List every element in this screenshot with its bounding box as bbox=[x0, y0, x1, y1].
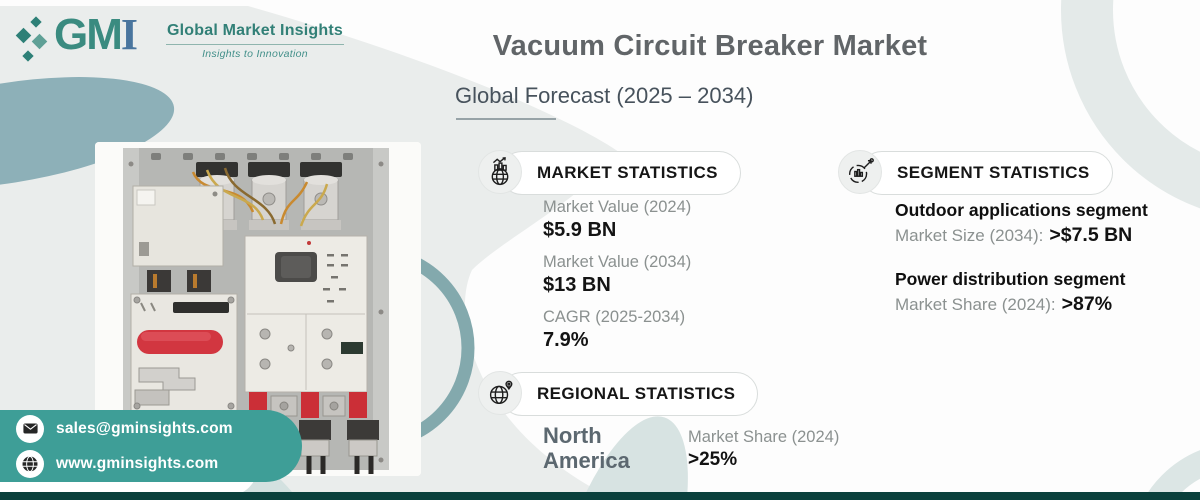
gmi-acronym-gm: GM bbox=[54, 10, 123, 59]
stat-label: Market Value (2024) bbox=[543, 198, 692, 216]
segment-title: Outdoor applications segment bbox=[895, 200, 1148, 220]
market-statistics-heading: MARKET STATISTICS bbox=[500, 151, 741, 195]
segment-label: Market Size (2034): bbox=[895, 226, 1044, 245]
globe-trend-chart-icon bbox=[478, 150, 522, 194]
segment-statistics-heading: SEGMENT STATISTICS bbox=[860, 151, 1113, 195]
company-tagline: Insights to Innovation bbox=[202, 48, 308, 60]
contact-email-text: sales@gminsights.com bbox=[56, 419, 233, 437]
stat-value: 7.9% bbox=[543, 329, 589, 351]
segment-label: Market Share (2024): bbox=[895, 295, 1056, 314]
gmi-acronym: GMI bbox=[54, 4, 138, 66]
regional-share-value: >25% bbox=[688, 449, 738, 470]
segment-title: Power distribution segment bbox=[895, 269, 1126, 289]
footer-bar bbox=[0, 492, 1200, 500]
globe-location-pin-icon bbox=[478, 371, 522, 415]
web-globe-icon bbox=[16, 449, 44, 478]
segment-value: >$7.5 BN bbox=[1049, 224, 1133, 246]
gmi-acronym-i: I bbox=[120, 10, 138, 59]
page-subtitle: Global Forecast (2025 – 2034) bbox=[455, 83, 754, 108]
stat-label: Market Value (2034) bbox=[543, 253, 692, 271]
regional-statistics-header: REGIONAL STATISTICS bbox=[478, 371, 759, 416]
segment-value: >87% bbox=[1061, 293, 1113, 315]
segment-statistics-list: Outdoor applications segment Market Size… bbox=[895, 198, 1195, 336]
contact-website[interactable]: www.gminsights.com bbox=[16, 449, 302, 478]
page-title: Vacuum Circuit Breaker Market bbox=[492, 30, 928, 62]
gmi-logo-diamonds-icon bbox=[15, 16, 48, 62]
regional-share-label: Market Share (2024) bbox=[688, 428, 840, 446]
stat-value: $13 BN bbox=[543, 274, 611, 296]
contact-email[interactable]: sales@gminsights.com bbox=[16, 414, 302, 443]
stat-label: CAGR (2025-2034) bbox=[543, 308, 686, 326]
pie-chart-arrow-icon bbox=[838, 150, 882, 194]
region-name: North America bbox=[543, 423, 630, 473]
gmi-logo: GMI Global Market Insights Insights to I… bbox=[8, 10, 368, 72]
segment-statistics-header: SEGMENT STATISTICS bbox=[838, 150, 1113, 195]
market-statistics-header: MARKET STATISTICS bbox=[478, 150, 741, 195]
contact-panel: sales@gminsights.com www.gminsights.com bbox=[0, 410, 302, 482]
market-statistics-list: Market Value (2024) $5.9 BN Market Value… bbox=[543, 196, 803, 361]
logo-divider bbox=[166, 44, 344, 45]
regional-share: Market Share (2024) >25% bbox=[688, 427, 839, 472]
company-name: Global Market Insights bbox=[167, 22, 343, 39]
contact-website-text: www.gminsights.com bbox=[56, 454, 219, 472]
subtitle-underline bbox=[456, 118, 556, 120]
regional-statistics-heading: REGIONAL STATISTICS bbox=[500, 372, 759, 416]
mail-icon bbox=[16, 414, 44, 443]
stat-value: $5.9 BN bbox=[543, 219, 617, 241]
